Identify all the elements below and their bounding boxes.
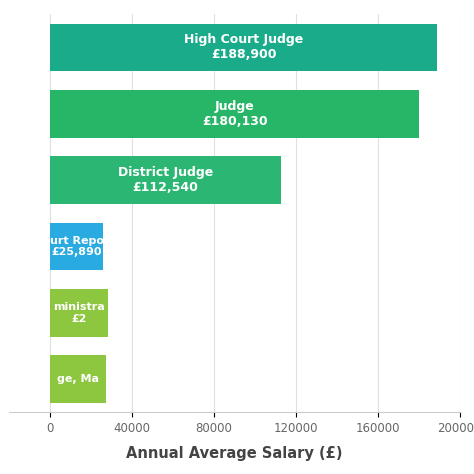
Bar xyxy=(50,90,419,137)
Bar xyxy=(50,156,281,204)
Bar xyxy=(50,223,103,270)
X-axis label: Annual Average Salary (£): Annual Average Salary (£) xyxy=(127,446,343,461)
Text: District Judge
£112,540: District Judge £112,540 xyxy=(118,166,213,194)
Bar xyxy=(50,289,108,337)
Text: urt Repo
£25,890: urt Repo £25,890 xyxy=(50,236,104,257)
Text: Judge
£180,130: Judge £180,130 xyxy=(202,100,268,128)
Bar xyxy=(50,356,106,403)
Text: ministra
£2: ministra £2 xyxy=(53,302,105,324)
Text: ge, Ma: ge, Ma xyxy=(57,374,99,384)
Bar xyxy=(50,24,437,71)
Text: High Court Judge
£188,900: High Court Judge £188,900 xyxy=(184,33,303,62)
